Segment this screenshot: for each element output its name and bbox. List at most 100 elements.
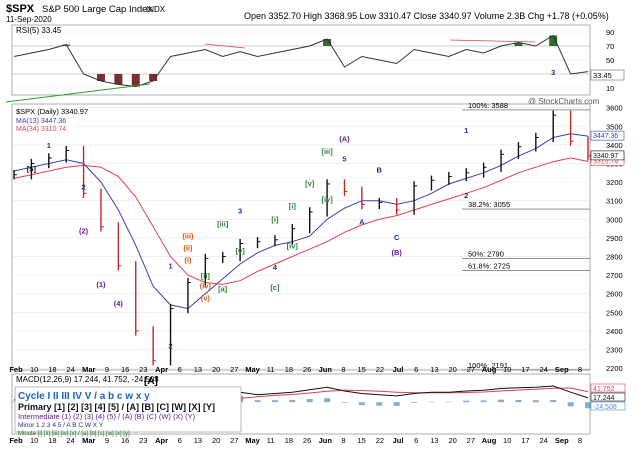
price-value-tag-box [590, 150, 625, 161]
x-axis-label-mid: 11 [267, 365, 275, 374]
rsi-trendline [5, 83, 151, 103]
fib-label: 38.2%: 3055 [468, 200, 510, 209]
macd-value-tag-box [590, 392, 626, 402]
ma13-line [13, 133, 589, 310]
macd-hist-bar [376, 402, 383, 406]
macd-hist-bar [306, 398, 313, 403]
x-axis-label-bottom: 13 [430, 436, 438, 445]
x-axis-label-mid: Mar [82, 365, 95, 374]
x-axis-label-mid: 13 [430, 365, 438, 374]
wave-label: [i] [271, 215, 279, 224]
rsi-tick-label: 70 [606, 42, 614, 51]
x-axis-label-bottom: 24 [66, 436, 74, 445]
wave-label: 3 [551, 68, 555, 77]
wave-label: [iv] [287, 242, 299, 251]
macd-hist-bar [532, 400, 539, 403]
price-tick-label: 2900 [606, 234, 623, 243]
rsi-oversold-fill [114, 74, 123, 85]
x-axis-label-mid: 20 [448, 365, 456, 374]
wave-label: [iv] [321, 195, 333, 204]
wave-legend-primary: Primary [1] [2] [3] [4] [5] / [A] [B] [C… [18, 402, 215, 412]
macd-value-tag: 17.244 [593, 395, 615, 402]
x-axis-label-bottom: 17 [521, 436, 529, 445]
rsi-oversold-fill [131, 74, 140, 87]
fib-label: 61.8%: 2725 [468, 261, 510, 270]
x-axis-label-mid: 8 [341, 365, 345, 374]
price-value-tag: 3310.74 [593, 159, 618, 166]
x-axis-label-mid: Sep [555, 365, 569, 374]
wave-legend-minor: Minor 1 2 3 4 5 / A B C W X Y [18, 422, 104, 429]
price-tick-label: 3400 [606, 141, 623, 150]
x-axis-label-mid: 10 [30, 365, 38, 374]
macd-value-tag-box [590, 401, 626, 411]
wave-label: 2 [168, 342, 172, 351]
x-axis-label-mid: 9 [105, 365, 109, 374]
x-axis-label-bottom: 13 [194, 436, 202, 445]
rsi-divergence-2 [449, 39, 536, 43]
wave-legend-box [14, 386, 242, 433]
macd-hist-bar [254, 400, 261, 403]
macd-hist-bar [515, 399, 522, 403]
x-axis-label-bottom: 20 [212, 436, 220, 445]
x-axis-label-mid: 22 [376, 365, 384, 374]
wave-label: (v) [201, 293, 211, 302]
price-tick-label: 2500 [606, 308, 623, 317]
price-tick-label: 2700 [606, 271, 623, 280]
rsi-divergence-1 [204, 43, 246, 49]
macd-hist-bar [358, 402, 365, 406]
macd-hist-bar [324, 398, 331, 403]
wave-label: (B) [391, 248, 402, 257]
macd-hist-bar [271, 400, 278, 403]
macd-hist-bar [567, 402, 574, 407]
wave-label: 2 [464, 191, 468, 200]
rsi-overbought-fill [514, 42, 523, 46]
x-axis-label-mid: 27 [230, 365, 238, 374]
wave-label: (1) [96, 280, 106, 289]
price-tick-label: 3600 [606, 104, 623, 113]
x-axis-label-bottom: Jul [393, 436, 404, 445]
rsi-line [13, 34, 589, 88]
wave-label: (4) [114, 299, 124, 308]
price-tick-label: 2600 [606, 290, 623, 299]
rsi-value-tag: 33.45 [593, 71, 612, 80]
x-axis-label-mid: Jun [319, 365, 333, 374]
wave-label: 4 [273, 263, 278, 272]
price-tick-label: 3200 [606, 178, 623, 187]
rsi-tick-label: 50 [606, 56, 614, 65]
x-axis-label-mid: Jul [393, 365, 404, 374]
x-axis-label-bottom: Aug [482, 436, 497, 445]
wave-legend-minute: Minute [i] [ii] [iii] [iv] [v] / [a] [b]… [18, 431, 130, 437]
x-axis-label-mid: 18 [48, 365, 56, 374]
x-axis-label-mid: 6 [178, 365, 182, 374]
price-tick-label: 3000 [606, 215, 623, 224]
wave-legend-cycle: Cycle I II III IV V / a b c w x y [18, 391, 150, 402]
rsi-oversold-fill [149, 74, 158, 81]
x-axis-label-mid: 10 [503, 365, 511, 374]
watermark: @ StockCharts.com [528, 97, 600, 106]
price-tick-label: 3500 [606, 122, 623, 131]
x-axis-label-bottom: Jun [319, 436, 333, 445]
index-name: S&P 500 Large Cap Index [42, 4, 152, 15]
wave-label: 1 [168, 262, 172, 271]
rsi-overbought-fill [549, 35, 558, 46]
macd-hist-bar [289, 399, 296, 403]
price-value-tag-box [590, 130, 625, 141]
wave-label: [ii] [201, 271, 211, 280]
macd-hist-bar [585, 402, 591, 409]
wave-label: 1 [47, 141, 51, 150]
x-axis-label-bottom: 6 [414, 436, 418, 445]
macd-wave-marker: [A] [144, 376, 158, 387]
wave-label: [v] [305, 179, 315, 188]
x-axis-label-mid: Feb [9, 365, 23, 374]
wave-label: 5 [342, 154, 346, 163]
x-axis-label-bottom: 22 [376, 436, 384, 445]
x-axis-label-bottom: Mar [82, 436, 95, 445]
x-axis-label-bottom: Feb [9, 436, 23, 445]
legend-symbol: $SPX (Daily) 3340.97 [16, 107, 88, 116]
x-axis-label-mid: Aug [482, 365, 497, 374]
x-axis-label-mid: 26 [303, 365, 311, 374]
legend-ma13: MA(13) 3447.36 [16, 118, 66, 125]
wave-label: [a] [218, 285, 228, 294]
wave-label: [iii] [321, 147, 333, 156]
macd-hist-bar [498, 399, 505, 403]
